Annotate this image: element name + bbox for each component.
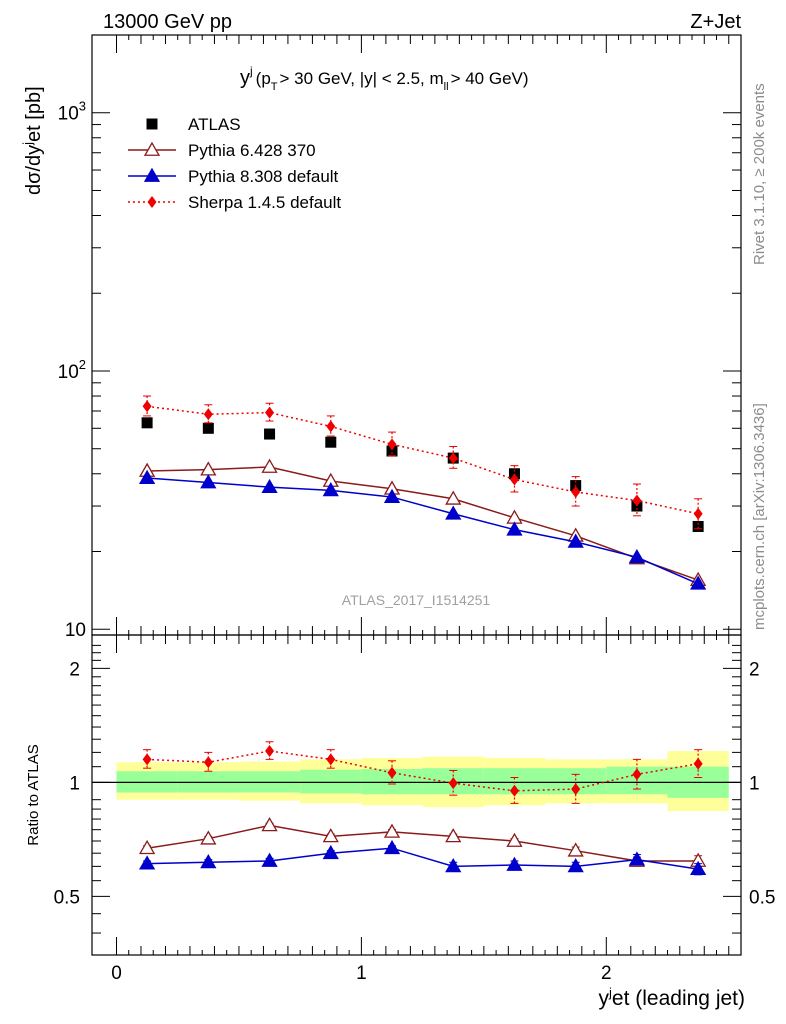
ratio-point-sherpa-1-4-5-default (693, 757, 703, 770)
uncertainty-band-inner (300, 769, 362, 794)
legend-marker-sherpa-1-4-5-default (147, 196, 157, 208)
main-line-pythia-8-308-default (147, 477, 699, 585)
main-point-atlas (386, 445, 398, 457)
ratio-ytick-label: 0.5 (54, 887, 80, 908)
main-point-pythia-8-308-default (261, 478, 278, 494)
ratio-ytick-label-right: 2 (749, 659, 760, 680)
ratio-point-pythia-8-308-default (261, 852, 278, 867)
ratio-point-pythia-8-308-default (506, 856, 523, 871)
legend-marker-atlas (146, 118, 158, 130)
ratio-point-sherpa-1-4-5-default (265, 745, 275, 758)
main-ytick-label: 10 (65, 620, 86, 641)
xtick-label: 2 (601, 963, 612, 984)
ratio-ytick-label-right: 0.5 (749, 887, 775, 908)
mcplots-label: mcplots.cern.ch [arXiv:1306.3436] (751, 403, 768, 630)
main-point-pythia-8-308-default (506, 521, 523, 536)
analysis-watermark: ATLAS_2017_I1514251 (342, 592, 491, 608)
xtick-label: 0 (111, 963, 122, 984)
rivet-version-label: Rivet 3.1.10, ≥ 200k events (751, 83, 768, 265)
main-point-atlas (692, 520, 704, 532)
ratio-point-pythia-6-428-370 (261, 817, 278, 832)
main-line-pythia-6-428-370 (147, 466, 699, 581)
ratio-point-pythia-8-308-default (690, 860, 707, 876)
main-point-sherpa-1-4-5-default (265, 406, 275, 419)
ratio-frame (91, 634, 742, 956)
main-point-pythia-8-308-default (445, 505, 462, 520)
main-ytick-label: 102 (58, 357, 86, 383)
main-line-sherpa-1-4-5-default (147, 405, 699, 515)
ratio-point-sherpa-1-4-5-default (142, 753, 152, 766)
legend-label-atlas: ATLAS (188, 115, 241, 134)
ratio-ylabel: Ratio to ATLAS (25, 744, 42, 845)
main-point-pythia-6-428-370 (445, 490, 462, 505)
legend-label-pythia-6-428-370: Pythia 6.428 370 (188, 141, 316, 160)
ratio-point-sherpa-1-4-5-default (326, 753, 336, 766)
main-title: yj (pT > 30 GeV, |y| < 2.5, mll > 40 GeV) (240, 64, 529, 93)
ratio-point-pythia-6-428-370 (567, 842, 584, 857)
main-point-pythia-8-308-default (322, 482, 339, 497)
ratio-point-sherpa-1-4-5-default (203, 756, 213, 769)
main-point-pythia-8-308-default (567, 533, 584, 548)
main-point-atlas (325, 436, 337, 448)
ratio-point-sherpa-1-4-5-default (448, 777, 458, 790)
main-point-sherpa-1-4-5-default (509, 473, 519, 486)
main-point-pythia-8-308-default (138, 469, 156, 484)
main-point-sherpa-1-4-5-default (326, 420, 336, 433)
header-process-label: Z+Jet (690, 11, 741, 33)
ratio-point-pythia-8-308-default (628, 851, 646, 866)
main-point-pythia-8-308-default (383, 488, 401, 503)
main-point-atlas (264, 428, 276, 440)
main-point-pythia-8-308-default (628, 548, 646, 564)
main-point-atlas (141, 417, 153, 429)
main-point-sherpa-1-4-5-default (387, 438, 397, 451)
ratio-point-pythia-6-428-370 (200, 830, 217, 845)
main-ylabel: dσ/dyjet [pb] (20, 86, 45, 195)
ratio-ytick-label: 1 (69, 773, 80, 794)
ratio-point-pythia-8-308-default (322, 844, 339, 860)
ratio-point-sherpa-1-4-5-default (571, 783, 581, 796)
header-energy-label: 13000 GeV pp (103, 11, 232, 33)
legend-marker-pythia-8-308-default (143, 167, 161, 182)
main-point-sherpa-1-4-5-default (632, 494, 642, 507)
main-point-sherpa-1-4-5-default (693, 507, 703, 520)
main-panel: 10 102 103 ATLAS Pythia 6.428 370 Pythia 8.30… (58, 34, 742, 955)
main-point-pythia-8-308-default (200, 474, 217, 489)
main-point-sherpa-1-4-5-default (448, 452, 458, 465)
main-point-atlas (202, 422, 214, 434)
legend-label-pythia-8-308-default: Pythia 8.308 default (188, 167, 339, 186)
ratio-point-pythia-6-428-370 (506, 832, 523, 847)
xtick-label: 1 (356, 963, 367, 984)
ratio-point-pythia-8-308-default (383, 839, 401, 855)
ratio-panel: 0.5 0.5 1 1 2 2 0 1 2 (54, 634, 775, 984)
ratio-point-pythia-6-428-370 (322, 828, 339, 843)
legend-marker-pythia-6-428-370 (143, 141, 161, 156)
main-point-pythia-8-308-default (690, 575, 707, 590)
ratio-point-pythia-8-308-default (200, 853, 217, 869)
ratio-xlabel: yjet (leading jet) (599, 985, 745, 1010)
ratio-point-sherpa-1-4-5-default (632, 768, 642, 781)
main-point-sherpa-1-4-5-default (142, 400, 152, 413)
main-point-sherpa-1-4-5-default (571, 485, 581, 498)
ratio-line-pythia-8-308-default (147, 847, 699, 870)
main-point-pythia-6-428-370 (261, 458, 278, 473)
ratio-point-pythia-6-428-370 (138, 839, 156, 855)
ratio-point-sherpa-1-4-5-default (509, 784, 519, 797)
ratio-point-pythia-6-428-370 (383, 823, 401, 838)
ratio-ytick-label-right: 1 (749, 773, 760, 794)
main-ytick-label: 103 (58, 99, 86, 125)
legend-label-sherpa-1-4-5-default: Sherpa 1.4.5 default (188, 193, 341, 212)
ratio-point-sherpa-1-4-5-default (387, 766, 397, 779)
ratio-line-pythia-6-428-370 (146, 824, 699, 862)
ratio-point-pythia-8-308-default (567, 858, 584, 873)
ratio-point-pythia-8-308-default (138, 855, 156, 870)
ratio-point-pythia-8-308-default (445, 858, 462, 873)
main-point-sherpa-1-4-5-default (203, 408, 213, 421)
ratio-ytick-label: 2 (69, 659, 80, 680)
ratio-point-pythia-6-428-370 (445, 828, 462, 843)
